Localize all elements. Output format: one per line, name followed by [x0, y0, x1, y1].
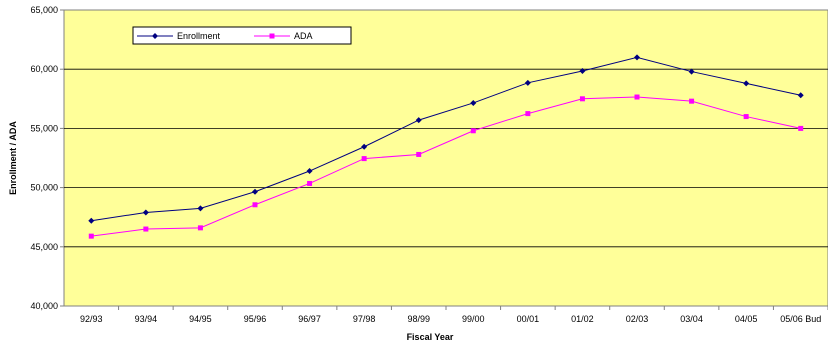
gridlines: [64, 68, 828, 248]
data-point: [361, 156, 367, 162]
x-tick-label: 94/95: [189, 314, 212, 324]
x-tick-label: 02/03: [626, 314, 649, 324]
data-point: [361, 143, 368, 150]
data-point: [634, 94, 640, 100]
legend-box: [132, 26, 352, 45]
x-tick-label: 92/93: [80, 314, 103, 324]
series-layer: [88, 54, 804, 239]
y-tick-label: 60,000: [30, 64, 58, 74]
data-point: [252, 188, 258, 195]
data-point: [743, 114, 749, 120]
data-point: [579, 67, 586, 74]
x-tick-label: 01/02: [571, 314, 594, 324]
x-tick-label: 96/97: [298, 314, 321, 324]
legend-marker: [152, 33, 158, 39]
series-line-ada: [91, 96, 801, 237]
y-axis-title: Enrollment / ADA: [8, 121, 18, 195]
x-tick-label: 03/04: [680, 314, 703, 324]
data-point: [88, 233, 94, 239]
x-tick-label: 99/00: [462, 314, 485, 324]
x-tick-label: 04/05: [735, 314, 758, 324]
x-tick-label: 05/06 Bud: [780, 314, 821, 324]
data-point: [470, 99, 477, 106]
legend-label: ADA: [294, 31, 313, 41]
data-point: [470, 128, 476, 134]
x-axis-ticks: 92/93 93/94 94/95 95/96 96/97 97/98 98/99 99/00…: [80, 306, 828, 324]
y-axis-ticks: 40,000 45,000 50,000 55,000 60,000 65,000: [30, 5, 64, 311]
data-point: [416, 151, 422, 157]
data-point: [252, 202, 258, 208]
data-point: [306, 168, 313, 175]
data-point: [579, 96, 585, 102]
data-point: [197, 225, 203, 231]
legend: Enrollment ADA: [132, 26, 352, 45]
y-tick-label: 45,000: [30, 242, 58, 252]
data-point: [688, 68, 695, 75]
data-point: [142, 209, 149, 216]
legend-label: Enrollment: [177, 31, 221, 41]
data-point: [143, 226, 149, 232]
y-tick-label: 50,000: [30, 183, 58, 193]
series-line-enrollment: [91, 56, 801, 222]
x-tick-label: 98/99: [407, 314, 430, 324]
data-point: [307, 180, 313, 186]
data-point: [798, 125, 804, 131]
data-point: [634, 54, 640, 61]
x-tick-label: 97/98: [353, 314, 376, 324]
plot-area: [63, 9, 828, 307]
data-point: [88, 217, 95, 224]
x-tick-label: 95/96: [244, 314, 267, 324]
data-point: [797, 92, 804, 99]
data-point: [524, 79, 531, 86]
data-point: [525, 111, 531, 117]
data-point: [197, 205, 204, 212]
y-tick-label: 55,000: [30, 123, 58, 133]
x-tick-label: 00/01: [517, 314, 540, 324]
data-point: [743, 80, 750, 87]
data-point: [415, 117, 422, 124]
x-axis-title: Fiscal Year: [407, 332, 454, 342]
y-tick-label: 40,000: [30, 301, 58, 311]
y-tick-label: 65,000: [30, 5, 58, 15]
data-point: [689, 98, 695, 104]
legend-marker: [269, 33, 275, 39]
x-tick-label: 93/94: [135, 314, 158, 324]
